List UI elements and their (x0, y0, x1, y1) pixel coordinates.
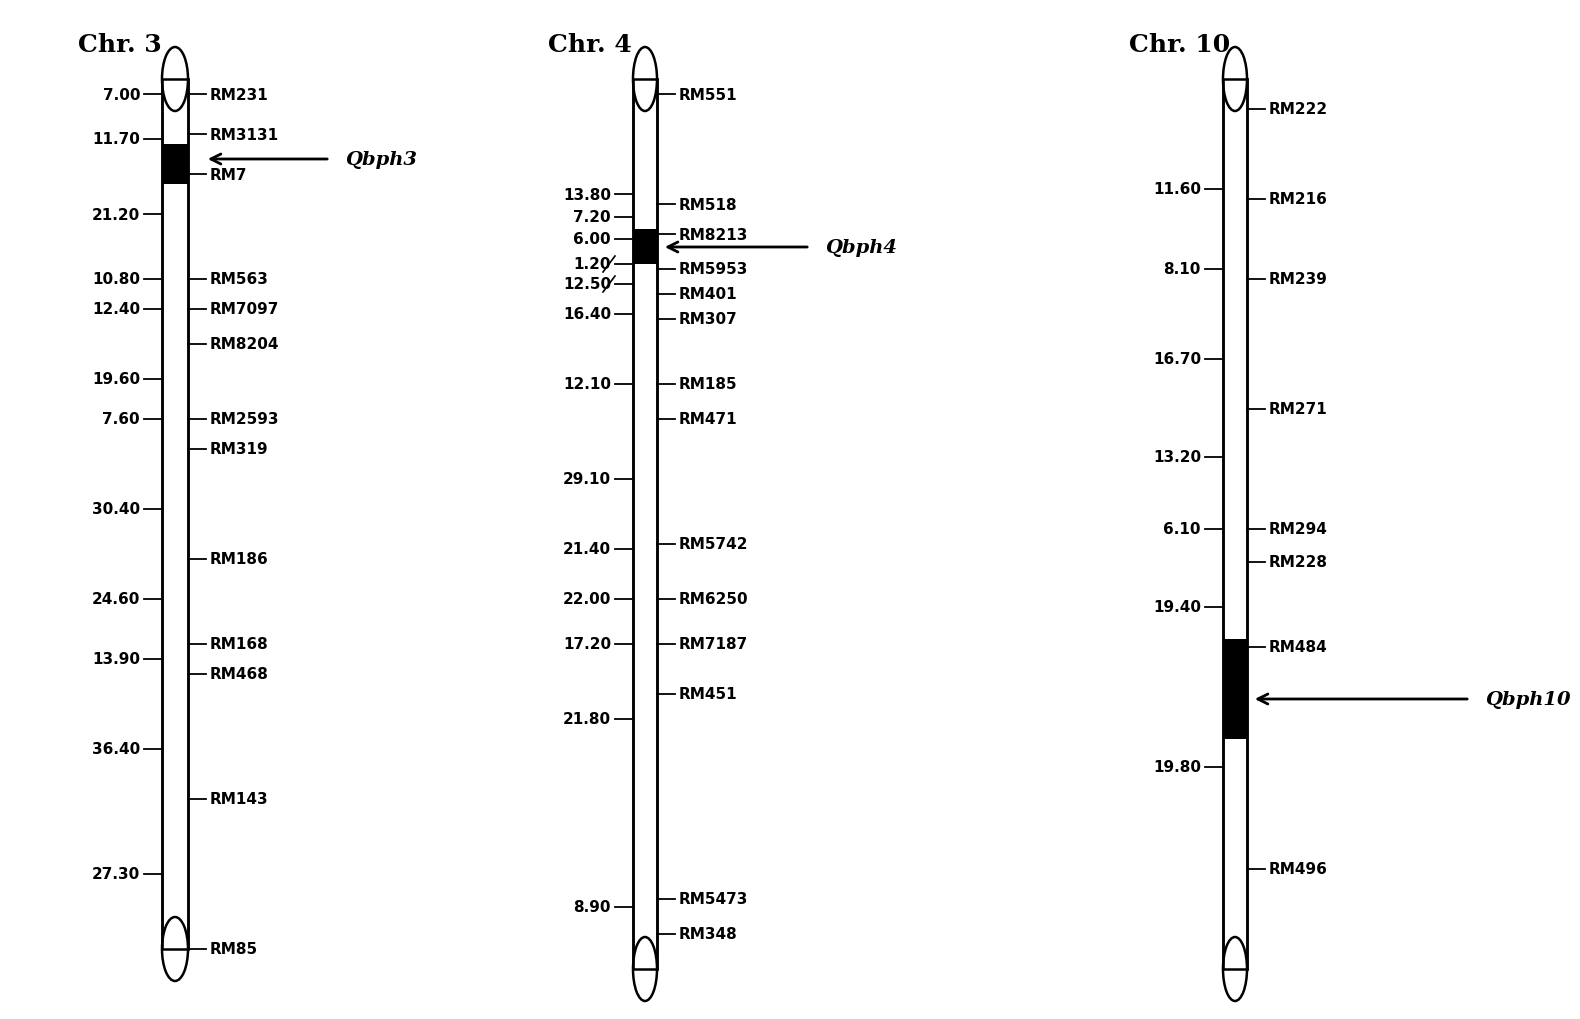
Text: Qbph3: Qbph3 (344, 151, 417, 169)
Text: 8.10: 8.10 (1163, 262, 1201, 277)
Text: RM3131: RM3131 (210, 127, 280, 143)
Text: RM8213: RM8213 (679, 227, 749, 243)
Bar (163, 79, 188, 949)
Text: 12.40: 12.40 (92, 303, 141, 317)
Ellipse shape (163, 917, 188, 981)
Bar (634, 79, 657, 969)
Text: RM8204: RM8204 (210, 337, 280, 353)
Text: 21.80: 21.80 (562, 712, 611, 727)
Text: RM239: RM239 (1269, 272, 1327, 287)
Text: RM5742: RM5742 (679, 537, 749, 552)
Ellipse shape (1223, 48, 1247, 112)
Text: 16.40: 16.40 (562, 307, 611, 322)
Text: RM484: RM484 (1269, 640, 1327, 655)
Text: RM168: RM168 (210, 637, 269, 652)
Text: RM85: RM85 (210, 942, 258, 957)
Text: 17.20: 17.20 (562, 637, 611, 652)
Ellipse shape (1223, 937, 1247, 1001)
Text: RM468: RM468 (210, 666, 269, 682)
Text: 21.40: 21.40 (562, 542, 611, 557)
Text: 13.90: 13.90 (92, 652, 141, 666)
Ellipse shape (163, 48, 188, 112)
Text: RM222: RM222 (1269, 102, 1329, 117)
Text: RM143: RM143 (210, 792, 269, 807)
Text: RM563: RM563 (210, 272, 269, 287)
Bar (163, 79, 188, 949)
Bar (1223, 639, 1247, 739)
Text: RM7187: RM7187 (679, 637, 749, 652)
Text: 11.70: 11.70 (92, 132, 141, 148)
Text: 12.50: 12.50 (562, 277, 611, 292)
Text: Qbph10: Qbph10 (1485, 690, 1571, 708)
Text: 10.80: 10.80 (92, 272, 141, 287)
Text: 1.20: 1.20 (574, 257, 611, 272)
Text: RM319: RM319 (210, 442, 269, 458)
Text: RM2593: RM2593 (210, 412, 280, 427)
Ellipse shape (634, 937, 657, 1001)
Text: 30.40: 30.40 (92, 502, 141, 517)
Text: 6.10: 6.10 (1163, 522, 1201, 537)
Text: RM216: RM216 (1269, 193, 1327, 207)
Text: RM307: RM307 (679, 312, 738, 327)
Text: 6.00: 6.00 (574, 232, 611, 248)
Text: 13.80: 13.80 (562, 187, 611, 203)
Text: RM7: RM7 (210, 167, 248, 182)
Text: 7.20: 7.20 (574, 210, 611, 225)
Text: RM228: RM228 (1269, 555, 1329, 570)
Text: 19.80: 19.80 (1153, 760, 1201, 774)
Text: 19.60: 19.60 (92, 372, 141, 387)
Text: RM471: RM471 (679, 412, 738, 427)
Text: RM231: RM231 (210, 88, 269, 102)
Text: RM401: RM401 (679, 287, 738, 303)
Text: RM186: RM186 (210, 552, 269, 567)
Text: Qbph4: Qbph4 (825, 238, 897, 257)
Text: 29.10: 29.10 (562, 472, 611, 487)
Text: 7.60: 7.60 (103, 412, 141, 427)
Text: 24.60: 24.60 (92, 592, 141, 607)
Text: RM348: RM348 (679, 926, 738, 942)
Text: RM6250: RM6250 (679, 592, 749, 607)
Bar (1223, 79, 1247, 969)
Text: RM451: RM451 (679, 687, 738, 702)
Text: RM518: RM518 (679, 198, 738, 212)
Text: 7.00: 7.00 (103, 88, 141, 102)
Text: RM271: RM271 (1269, 403, 1327, 417)
Text: RM7097: RM7097 (210, 303, 280, 317)
Text: RM496: RM496 (1269, 862, 1327, 876)
Bar (634, 229, 657, 265)
Ellipse shape (634, 48, 657, 112)
Text: 12.10: 12.10 (562, 377, 611, 392)
Bar (634, 79, 657, 969)
Text: 36.40: 36.40 (92, 742, 141, 757)
Text: 22.00: 22.00 (562, 592, 611, 607)
Text: 11.60: 11.60 (1153, 182, 1201, 198)
Text: RM551: RM551 (679, 88, 738, 102)
Bar (1223, 79, 1247, 969)
Bar (163, 145, 188, 184)
Text: 13.20: 13.20 (1153, 450, 1201, 465)
Text: Chr. 4: Chr. 4 (548, 33, 632, 57)
Text: Chr. 10: Chr. 10 (1130, 33, 1231, 57)
Text: 8.90: 8.90 (574, 900, 611, 915)
Text: 27.30: 27.30 (92, 866, 141, 881)
Text: 19.40: 19.40 (1153, 600, 1201, 614)
Text: Chr. 3: Chr. 3 (77, 33, 161, 57)
Text: 16.70: 16.70 (1153, 353, 1201, 367)
Text: RM5953: RM5953 (679, 262, 749, 277)
Text: RM294: RM294 (1269, 522, 1327, 537)
Text: RM185: RM185 (679, 377, 738, 392)
Text: 21.20: 21.20 (92, 207, 141, 222)
Text: RM5473: RM5473 (679, 892, 749, 907)
